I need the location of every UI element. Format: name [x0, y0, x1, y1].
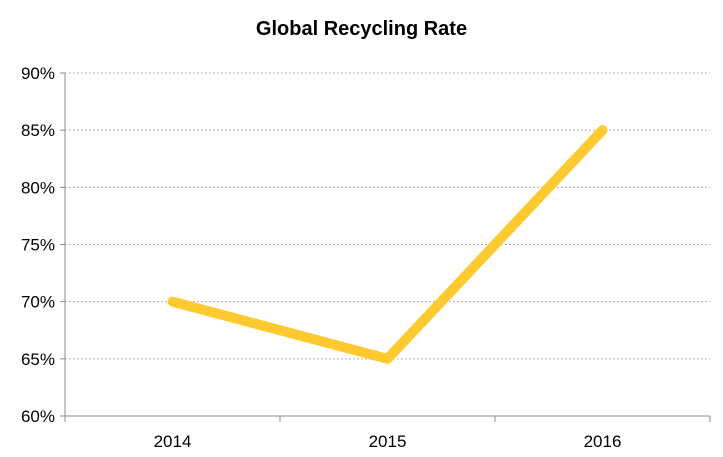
gridlines [65, 72, 710, 360]
x-tick-labels: 2014 2015 2016 [154, 432, 622, 451]
x-tick-label: 2014 [154, 432, 192, 451]
series-lines [167, 125, 608, 364]
y-tick-label: 60% [21, 407, 55, 426]
axes [60, 72, 711, 422]
y-tick-label: 75% [21, 236, 55, 255]
y-tick-labels: 60% 65% 70% 75% 80% 85% 90% [21, 64, 55, 426]
x-tick-label: 2016 [584, 432, 622, 451]
chart-title: Global Recycling Rate [255, 18, 468, 40]
y-tick-label: 80% [21, 178, 55, 197]
y-tick-label: 70% [21, 293, 55, 312]
y-tick-label: 85% [21, 121, 55, 140]
y-tick-label: 65% [21, 350, 55, 369]
y-tick-label: 90% [21, 64, 55, 83]
x-tick-label: 2015 [369, 432, 407, 451]
